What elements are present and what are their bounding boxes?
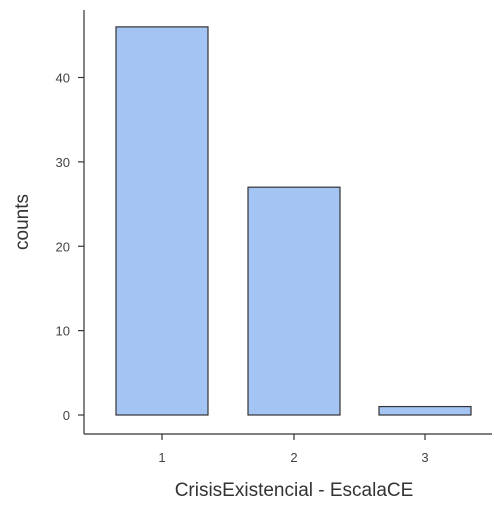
bar-3 [378, 405, 472, 416]
x-tick-label: 3 [421, 450, 428, 465]
y-tick-label: 10 [56, 324, 70, 339]
x-tick-label: 2 [290, 450, 297, 465]
y-tick-label: 40 [56, 71, 70, 86]
y-tick-label: 0 [63, 408, 70, 423]
y-tick-label: 30 [56, 155, 70, 170]
x-tick-label: 1 [158, 450, 165, 465]
bar-1 [115, 26, 209, 416]
bars-group [115, 26, 472, 416]
y-axis-ticks: 0 10 20 30 40 [56, 71, 84, 423]
y-axis-title: counts [12, 194, 33, 250]
x-axis-title: CrisisExistencial - EscalaCE [175, 480, 414, 501]
x-axis-ticks: 1 2 3 [158, 434, 429, 465]
bar-2 [247, 186, 341, 416]
y-tick-label: 20 [56, 239, 70, 254]
